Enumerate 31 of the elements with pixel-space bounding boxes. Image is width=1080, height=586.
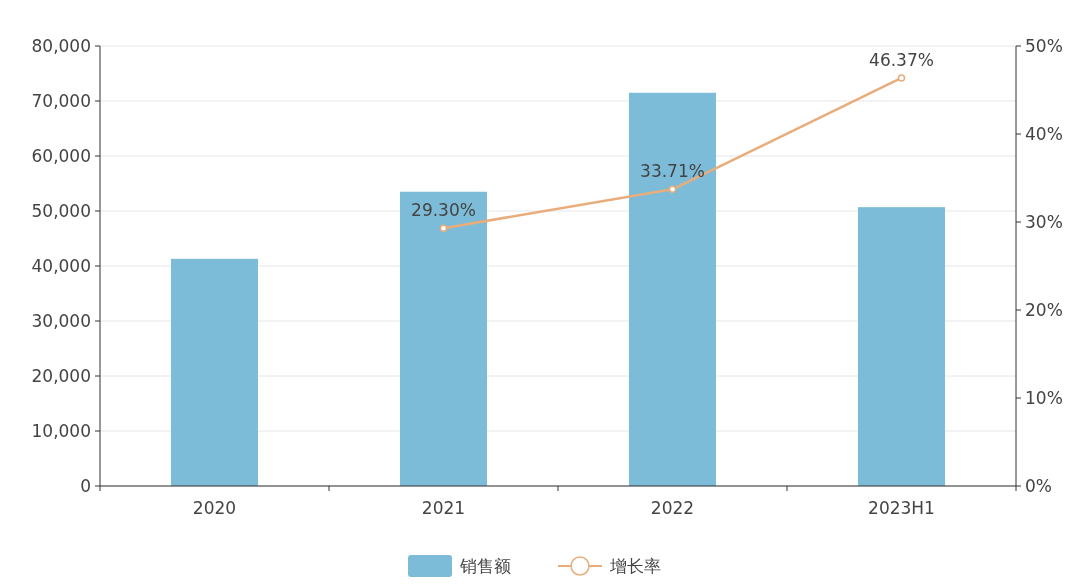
x-tick-label: 2020 (192, 498, 237, 518)
y2-tick-label: 30% (1025, 211, 1063, 232)
y2-tick-label: 0% (1025, 475, 1052, 496)
x-tick-label: 2021 (421, 498, 466, 518)
y-tick-label: 60,000 (31, 145, 91, 166)
x-tick-label: 2023H1 (868, 498, 935, 518)
point (668, 185, 677, 194)
y-tick-label: 50,000 (31, 200, 91, 221)
data-label: 33.71% (640, 161, 705, 182)
point (897, 74, 906, 82)
y-tick-label: 40,000 (31, 255, 91, 276)
y2-tick-label: 20% (1025, 299, 1063, 320)
legend-label: 销售额 (459, 555, 511, 576)
bar (170, 258, 259, 486)
y2-tick-label: 50% (1025, 35, 1063, 56)
data-label: 29.30% (411, 200, 476, 221)
x-tick-label: 2022 (650, 498, 695, 518)
y-tick-label: 10,000 (31, 420, 91, 441)
legend-label: 增长率 (609, 555, 661, 576)
y2-tick-label: 10% (1025, 387, 1063, 408)
y-tick-label: 20,000 (31, 365, 91, 386)
y-tick-label: 70,000 (31, 90, 91, 111)
bar (399, 191, 488, 486)
data-label: 46.37% (869, 49, 934, 70)
point (439, 224, 448, 232)
y-tick-label: 80,000 (31, 35, 91, 56)
y-tick-label: 0 (80, 475, 91, 496)
bar (857, 207, 946, 486)
y-tick-label: 30,000 (31, 310, 91, 331)
y2-tick-label: 40% (1025, 123, 1063, 144)
bar (628, 92, 717, 486)
